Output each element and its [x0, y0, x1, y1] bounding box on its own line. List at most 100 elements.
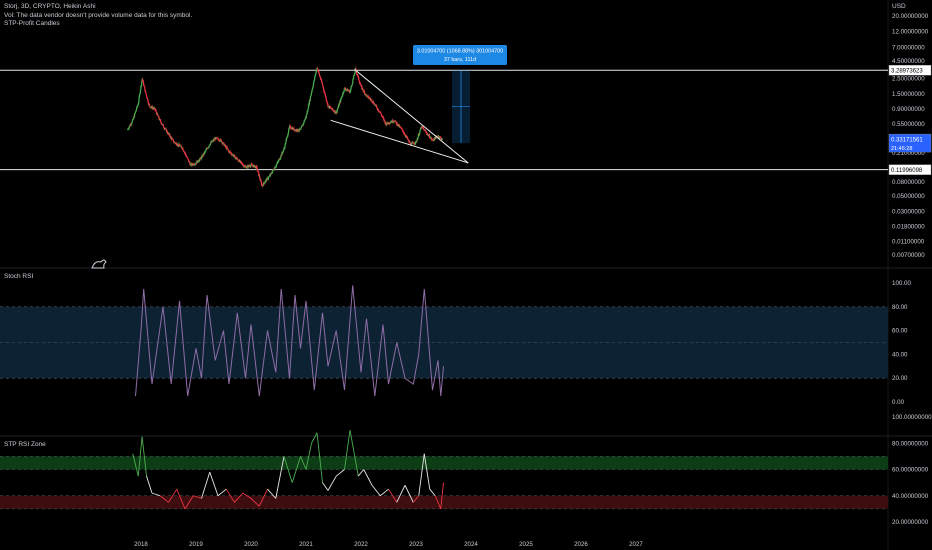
candle — [193, 163, 195, 165]
candle — [423, 128, 425, 130]
candle — [337, 107, 339, 110]
candle — [392, 120, 394, 123]
wedge-lower-line[interactable] — [330, 119, 469, 164]
candle — [338, 103, 340, 106]
stoch-tick-label: 80.00 — [892, 304, 908, 311]
candle — [227, 148, 229, 150]
candle — [197, 160, 199, 162]
candle — [268, 176, 270, 177]
candle — [198, 160, 200, 162]
time-axis-label: 2022 — [354, 541, 368, 548]
stoch-rsi-title[interactable]: Stoch RSI — [4, 273, 34, 280]
candle — [310, 93, 312, 96]
rsi-zone-segment — [316, 432, 323, 483]
candle — [390, 122, 392, 124]
candle — [268, 176, 270, 179]
time-axis-label: 2025 — [519, 541, 533, 548]
candle — [137, 101, 140, 105]
candle — [172, 138, 174, 140]
candle — [310, 95, 312, 97]
candle — [255, 165, 257, 169]
candle — [381, 115, 383, 117]
candle — [143, 85, 146, 88]
stoch-tick-label: 0.00 — [892, 399, 905, 406]
candle — [174, 142, 176, 143]
rsi-zone-title[interactable]: STP RSI Zone — [4, 441, 46, 448]
candle — [250, 165, 252, 167]
candle — [341, 95, 344, 97]
candle — [349, 91, 351, 93]
candle — [340, 98, 342, 103]
candle — [314, 75, 316, 77]
candle — [217, 138, 219, 140]
candle — [350, 86, 352, 90]
symbol-title[interactable]: Storj, 3D, CRYPTO, Heikin Ashi — [4, 3, 96, 10]
candle — [247, 165, 250, 168]
candle — [277, 161, 279, 163]
candle — [358, 76, 360, 80]
candle — [323, 91, 325, 93]
candle — [434, 137, 436, 139]
candle — [136, 106, 138, 108]
candle — [171, 138, 174, 140]
candle — [307, 104, 310, 109]
rsi-zone-segment — [258, 488, 268, 507]
candle — [138, 94, 141, 98]
candle — [369, 98, 372, 100]
candle — [417, 134, 419, 138]
candle — [236, 158, 239, 160]
candle — [249, 166, 251, 168]
rsi-zone-segment — [283, 456, 293, 483]
candle — [440, 137, 443, 140]
candle — [183, 150, 185, 152]
candle — [246, 166, 248, 168]
wedge-upper-line[interactable] — [354, 68, 469, 164]
candle — [187, 157, 189, 159]
rsi-tick-label: 20.00000000 — [892, 519, 929, 526]
candle — [311, 91, 313, 94]
candle — [264, 181, 266, 183]
candle — [288, 125, 291, 128]
candle — [260, 182, 263, 186]
candle — [260, 180, 262, 183]
candle — [283, 147, 286, 149]
candle — [256, 169, 259, 171]
rsi-zone-segment — [151, 492, 161, 497]
candle — [207, 147, 209, 149]
candle — [133, 117, 135, 118]
candle — [343, 91, 345, 93]
candle — [396, 125, 399, 126]
candle — [243, 165, 245, 167]
candle — [180, 145, 182, 147]
candle — [275, 164, 278, 167]
candle — [416, 139, 418, 142]
candle — [227, 149, 230, 151]
candle — [300, 128, 302, 130]
rsi-tick-label: 80.00000000 — [892, 440, 929, 447]
candle — [327, 103, 329, 107]
stoch-rsi-line[interactable] — [135, 285, 444, 397]
candle — [273, 169, 275, 171]
measure-tooltip-line2: 37 bars, 111d — [444, 57, 476, 63]
candle — [184, 152, 186, 154]
candle — [210, 142, 212, 144]
candle — [311, 87, 314, 90]
indicator-name[interactable]: STP-Profit Candles — [4, 20, 60, 27]
candle — [313, 79, 316, 81]
candle — [159, 119, 161, 121]
candle — [213, 139, 216, 140]
candle — [266, 178, 268, 181]
candle — [320, 78, 322, 80]
rsi-zone-segment — [327, 475, 337, 491]
candle — [172, 139, 174, 142]
candle — [406, 135, 408, 138]
candle — [207, 148, 209, 150]
candle — [184, 153, 187, 155]
candle — [340, 97, 343, 99]
candle — [263, 183, 265, 185]
candle — [176, 145, 179, 147]
support-price-badge-bg — [888, 164, 932, 175]
candle — [335, 112, 337, 114]
